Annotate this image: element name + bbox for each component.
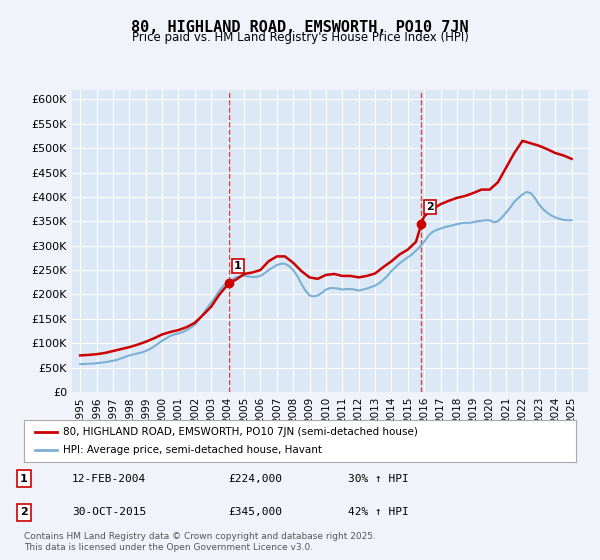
Text: £224,000: £224,000 [228, 474, 282, 484]
Text: Contains HM Land Registry data © Crown copyright and database right 2025.
This d: Contains HM Land Registry data © Crown c… [24, 532, 376, 552]
Text: 2: 2 [427, 202, 434, 212]
Text: 80, HIGHLAND ROAD, EMSWORTH, PO10 7JN: 80, HIGHLAND ROAD, EMSWORTH, PO10 7JN [131, 20, 469, 35]
Text: 80, HIGHLAND ROAD, EMSWORTH, PO10 7JN (semi-detached house): 80, HIGHLAND ROAD, EMSWORTH, PO10 7JN (s… [62, 427, 418, 437]
Text: 1: 1 [234, 261, 242, 271]
Text: 1: 1 [20, 474, 28, 484]
Text: Price paid vs. HM Land Registry's House Price Index (HPI): Price paid vs. HM Land Registry's House … [131, 31, 469, 44]
Text: 42% ↑ HPI: 42% ↑ HPI [348, 507, 409, 517]
Text: 30% ↑ HPI: 30% ↑ HPI [348, 474, 409, 484]
Text: £345,000: £345,000 [228, 507, 282, 517]
Text: 30-OCT-2015: 30-OCT-2015 [72, 507, 146, 517]
Text: 12-FEB-2004: 12-FEB-2004 [72, 474, 146, 484]
Text: 2: 2 [20, 507, 28, 517]
Text: HPI: Average price, semi-detached house, Havant: HPI: Average price, semi-detached house,… [62, 445, 322, 455]
